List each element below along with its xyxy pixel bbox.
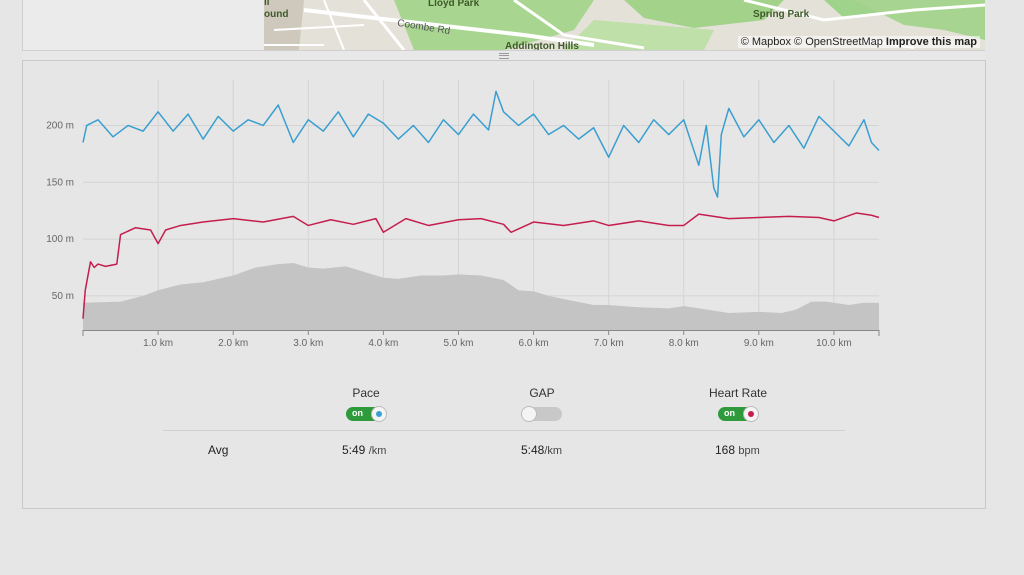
left-card bbox=[22, 0, 266, 51]
pace-toggle-switch[interactable]: on bbox=[346, 405, 387, 422]
x-tick-label: 1.0 km bbox=[143, 338, 173, 349]
stat-heart-rate: 168 bpm bbox=[715, 443, 760, 457]
x-tick-label: 2.0 km bbox=[218, 338, 248, 349]
y-tick-label: 150 m bbox=[46, 177, 74, 188]
toggle-label: Pace bbox=[352, 386, 380, 400]
x-tick-label: 4.0 km bbox=[368, 338, 398, 349]
resize-handle[interactable] bbox=[499, 53, 509, 59]
heart-rate-line bbox=[82, 212, 880, 319]
stats-divider bbox=[163, 430, 845, 431]
avg-label: Avg bbox=[208, 443, 229, 457]
stat-gap: 5:48/km bbox=[521, 443, 562, 457]
toggle-state-text: on bbox=[352, 407, 363, 418]
map-label: ound bbox=[264, 9, 289, 20]
attribution-text[interactable]: © Mapbox © OpenStreetMap bbox=[740, 36, 883, 48]
x-tick-label: 7.0 km bbox=[594, 338, 624, 349]
heart-rate-value: 168 bbox=[715, 443, 736, 457]
elevation-area bbox=[83, 262, 879, 330]
x-tick-label: 5.0 km bbox=[443, 338, 473, 349]
toggle-label: Heart Rate bbox=[708, 386, 768, 400]
toggle-knob[interactable] bbox=[521, 405, 537, 422]
toggle-pace[interactable]: Pace on bbox=[306, 386, 426, 423]
gap-value: 5:48 bbox=[521, 443, 545, 457]
y-tick-label: 50 m bbox=[52, 291, 74, 302]
stats-row-label: Avg bbox=[208, 443, 228, 457]
map-label-addington-hills: Addington Hills bbox=[505, 41, 579, 50]
pace-unit: /km bbox=[368, 445, 387, 457]
pace-line bbox=[82, 90, 880, 198]
toggle-state-text: on bbox=[724, 407, 735, 418]
toggle-knob[interactable] bbox=[371, 405, 387, 422]
toggle-knob[interactable] bbox=[743, 405, 759, 422]
toggle-heart-rate[interactable]: Heart Rate on bbox=[678, 386, 798, 423]
stat-pace: 5:49 /km bbox=[342, 443, 386, 457]
pace-value: 5:49 bbox=[342, 443, 366, 457]
y-tick-label: 200 m bbox=[46, 120, 74, 131]
gap-unit: /km bbox=[544, 445, 563, 457]
map-label-lloyd-park: Lloyd Park bbox=[428, 0, 480, 9]
gap-toggle-switch[interactable] bbox=[521, 405, 562, 422]
heart-rate-toggle-switch[interactable]: on bbox=[718, 405, 759, 422]
map-attribution: © Mapbox © OpenStreetMap Improve this ma… bbox=[737, 36, 980, 48]
map-label: ll bbox=[264, 0, 270, 8]
heart-rate-unit: bpm bbox=[738, 445, 760, 457]
series-color-dot bbox=[748, 410, 754, 417]
y-tick-label: 100 m bbox=[46, 234, 74, 245]
x-tick-label: 3.0 km bbox=[293, 338, 323, 349]
toggle-gap[interactable]: GAP bbox=[482, 386, 602, 423]
x-tick-label: 10.0 km bbox=[816, 338, 852, 349]
x-tick-label: 6.0 km bbox=[519, 338, 549, 349]
map-label-spring-park: Spring Park bbox=[753, 9, 810, 20]
series-color-dot bbox=[376, 410, 382, 417]
x-tick-label: 8.0 km bbox=[669, 338, 699, 349]
improve-map-link[interactable]: Improve this map bbox=[885, 36, 977, 48]
toggle-label: GAP bbox=[529, 386, 555, 400]
x-tick-label: 9.0 km bbox=[744, 338, 774, 349]
route-map[interactable]: ll ound Lloyd Park Spring Park Addington… bbox=[264, 0, 985, 50]
